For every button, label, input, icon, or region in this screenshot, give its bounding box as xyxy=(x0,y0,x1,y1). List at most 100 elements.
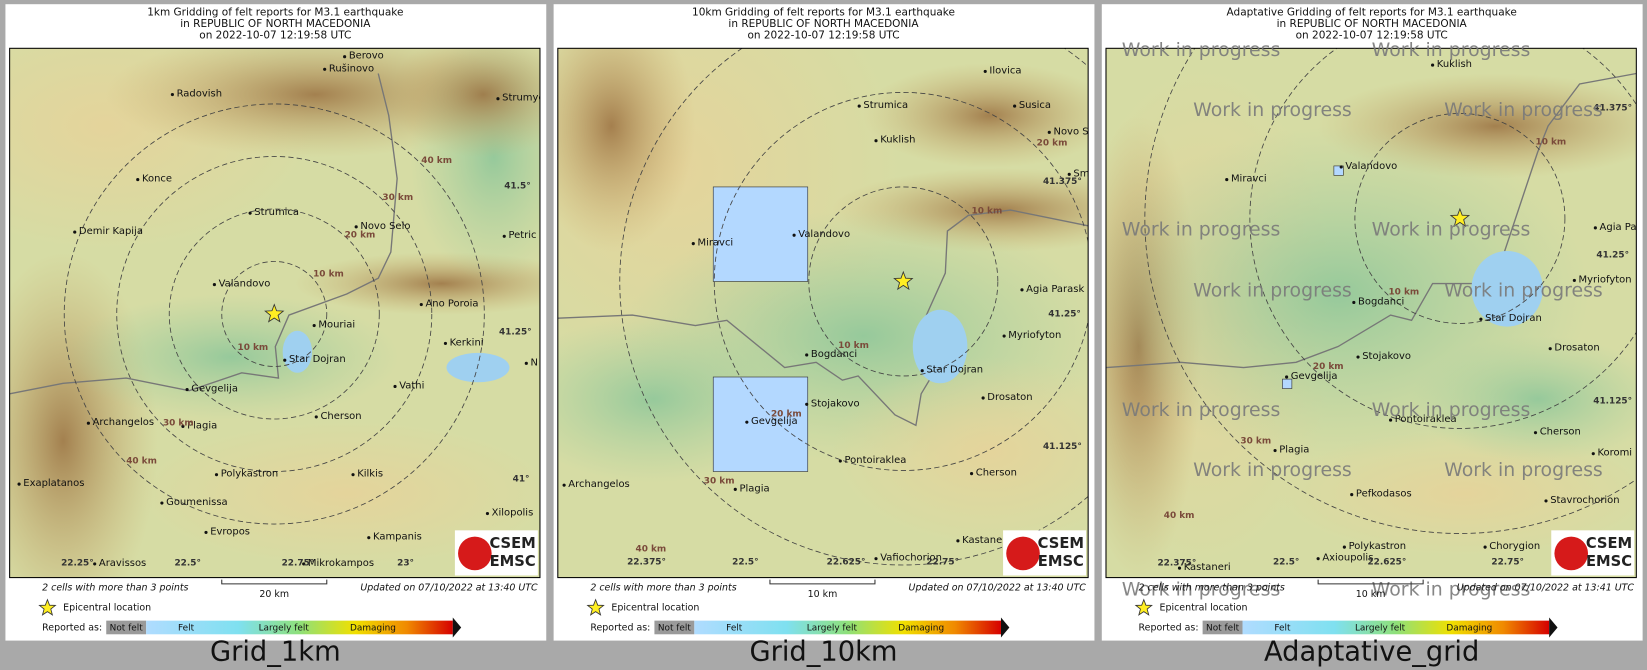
distance-ring xyxy=(1354,112,1566,324)
place-dot xyxy=(805,353,809,357)
lake xyxy=(446,352,510,383)
place-dot xyxy=(419,302,423,307)
coordinate-label: 22.625° xyxy=(827,557,866,567)
distance-label: 40 km xyxy=(421,156,452,166)
coordinate-label: 22.75° xyxy=(926,557,959,567)
legend-star xyxy=(38,598,57,616)
lake xyxy=(282,330,313,373)
place-label: Ilovica xyxy=(989,65,1021,76)
place-label: Pefkodasos xyxy=(1356,489,1412,500)
coordinate-label: 22.5° xyxy=(1273,557,1299,567)
legend-level: Not felt xyxy=(1206,623,1240,633)
place-dot xyxy=(1593,226,1597,230)
map-frame xyxy=(9,47,541,579)
distance-ring xyxy=(116,156,433,472)
place-dot xyxy=(354,225,358,229)
watermark: Work in progress xyxy=(1444,279,1603,301)
scale-label: 20 km xyxy=(259,589,289,600)
place-label: Strumica xyxy=(863,100,908,111)
place-label: Aravissos xyxy=(99,558,146,569)
place-label: Bogdanci xyxy=(811,349,857,360)
legend-epicentral: Epicentral location xyxy=(1160,603,1248,614)
panel: Adaptative Gridding of felt reports for … xyxy=(1101,4,1643,668)
place-dot xyxy=(283,358,287,362)
relief xyxy=(863,63,1089,169)
map-title: on 2022-10-07 12:19:58 UTC xyxy=(747,30,899,42)
watermark: Work in progress xyxy=(1122,399,1281,421)
place-dot xyxy=(838,459,842,463)
distance-label: 40 km xyxy=(636,545,667,555)
scale-bar xyxy=(221,579,328,585)
place-dot xyxy=(805,402,809,406)
place-label: Drosaton xyxy=(1554,343,1599,354)
map: Kuklish Valandovo Miravci Agia Pa Myriofyton… xyxy=(1105,48,1637,578)
epicenter xyxy=(893,270,914,291)
place-label: Axioupolis xyxy=(1322,553,1373,564)
legend-notfelt xyxy=(654,620,695,635)
place-label: Susica xyxy=(1019,100,1051,111)
place-label: Mikrokampos xyxy=(308,558,374,569)
place-label: Kastaneri xyxy=(1184,562,1231,573)
relief xyxy=(388,48,540,158)
panel-caption: Grid_10km xyxy=(749,637,897,668)
place-dot xyxy=(1356,355,1360,359)
place-dot xyxy=(302,562,306,566)
place-dot xyxy=(502,234,506,238)
place-dot xyxy=(393,384,397,389)
coordinate-label: 41.25° xyxy=(499,327,532,337)
map-frame xyxy=(557,47,1089,579)
distance-label: 10 km xyxy=(1536,137,1567,147)
place-label: Miravci xyxy=(1231,174,1267,185)
place-dot xyxy=(1316,557,1320,561)
panel: 10km Gridding of felt reports for M3.1 e… xyxy=(553,4,1095,668)
legend-level: Largely felt xyxy=(259,623,310,633)
relief xyxy=(1275,430,1637,557)
place-label: Rušinovo xyxy=(329,62,374,74)
coordinate-label: 22.375° xyxy=(627,557,666,567)
legend-star xyxy=(586,598,605,616)
distance-ring xyxy=(808,186,999,377)
lake xyxy=(912,309,968,384)
place-dot xyxy=(792,233,796,237)
cells-note: 2 cells with more than 3 points xyxy=(590,583,736,594)
place-label: Radovish xyxy=(177,88,222,99)
place-label: Novo S xyxy=(1053,126,1088,137)
grid-cell xyxy=(712,376,809,472)
legend-level: Largely felt xyxy=(1355,623,1406,633)
place-label: Star Dojran xyxy=(926,365,983,376)
place-label: Star Dojran xyxy=(1485,313,1542,324)
place-label: Novo Selo xyxy=(360,221,410,232)
coordinate-label: 22.625° xyxy=(1367,557,1406,567)
place-dot xyxy=(857,104,861,108)
coordinate-label: 41.125° xyxy=(1593,397,1632,407)
epicenter xyxy=(1449,207,1471,228)
place-dot xyxy=(920,369,924,373)
logo-text: EMSC xyxy=(1038,553,1084,570)
watermark: Work in progress xyxy=(1122,218,1281,240)
place-dot xyxy=(1342,545,1346,549)
place-dot xyxy=(1572,278,1576,282)
place-dot xyxy=(1544,499,1548,503)
place-dot xyxy=(312,323,316,328)
legend-level: Not felt xyxy=(110,623,144,633)
map-title: on 2022-10-07 12:19:58 UTC xyxy=(1296,30,1448,42)
legend-scale xyxy=(146,620,453,635)
logo-text: EMSC xyxy=(490,553,536,570)
watermark: Work in progress xyxy=(1193,459,1352,481)
place-label: Plagia xyxy=(187,420,217,431)
place-label: Cherson xyxy=(976,468,1017,479)
panel-caption: Grid_1km xyxy=(210,637,341,668)
place-dot xyxy=(485,511,490,516)
place-label: Myriofyton xyxy=(1008,330,1061,341)
place-label: Kilkis xyxy=(357,469,383,480)
map: Ilovica Strumica Susica Kuklish Novo S Sm Mira… xyxy=(557,48,1089,578)
place-label: Drosaton xyxy=(987,392,1032,403)
watermark: Work in progress xyxy=(1193,99,1352,121)
watermark: Work in progress xyxy=(1372,39,1531,61)
place-dot xyxy=(1431,63,1435,67)
map-title: in REPUBLIC OF NORTH MACEDONIA xyxy=(728,18,919,30)
place-label: Valandovo xyxy=(219,279,271,290)
cells-note: 2 cells with more than 3 points xyxy=(1139,583,1285,594)
place-label: Archangelos xyxy=(568,479,629,490)
